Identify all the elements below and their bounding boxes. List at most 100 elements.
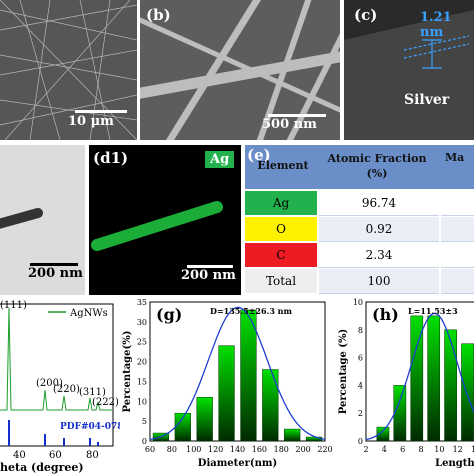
nanowire-mesh <box>0 0 137 140</box>
panel-label: (b) <box>146 6 171 24</box>
x-tick-label: 140 <box>230 445 245 454</box>
histogram-bar <box>461 343 474 442</box>
xtick-60: 60 <box>49 450 62 461</box>
y-tick-label: 35 <box>137 298 147 307</box>
x-tick-label: 100 <box>186 445 201 454</box>
y-tick-label: 0 <box>358 437 363 446</box>
histogram-bar <box>376 426 390 442</box>
histogram-bar <box>262 369 279 442</box>
x-tick-label: 200 <box>295 445 310 454</box>
panel-d1-eds-map: (d1) Ag 200 nm <box>89 145 241 295</box>
y-tick-label: 15 <box>137 377 147 386</box>
table-row-value-cell: 100 <box>319 269 439 294</box>
table-row-value-cell: 96.74 <box>319 191 439 216</box>
header-element: Element <box>257 159 309 172</box>
y-tick-label: 5 <box>142 417 147 426</box>
y-tick-label: 10 <box>353 298 363 307</box>
lattice-spacing: 1.21 nm <box>420 10 452 40</box>
panel-e-composition-table: (e) Element Atomic Fraction (%) Ma Ag 96.… <box>245 145 474 295</box>
table-row-extra-cell <box>441 217 474 242</box>
y-axis-label: Percentage (%) <box>338 329 349 415</box>
y-tick-label: 20 <box>137 358 147 367</box>
scale-label: 10 μm <box>68 114 114 129</box>
panel-label: (c) <box>354 6 378 24</box>
reference-label: PDF#04-0783 <box>60 422 120 432</box>
histogram-bar <box>284 428 301 442</box>
x-tick-label: 4 <box>382 445 387 454</box>
histogram-bar <box>240 309 257 442</box>
y-tick-label: 30 <box>137 318 147 327</box>
table-row-extra-cell <box>441 269 474 294</box>
legend-label: AgNWs <box>69 308 108 319</box>
panel-b-sem-image: (b) 500 nm <box>140 0 340 140</box>
scale-bar <box>268 114 326 117</box>
x-tick-label: 80 <box>167 445 177 454</box>
x-tick-label: 120 <box>208 445 223 454</box>
table-row-value-cell: 2.34 <box>319 243 439 268</box>
table-row-element-cell: Ag <box>245 191 317 215</box>
x-tick-label: 6 <box>400 445 405 454</box>
annotation: L=11.53±3 <box>408 306 458 316</box>
x-axis-label: heta (degree) <box>0 461 84 474</box>
scale-label: 500 nm <box>262 117 317 132</box>
material-label: Silver <box>404 92 450 108</box>
y-tick-label: 10 <box>137 397 147 406</box>
panel-a-sem-image: 10 μm <box>0 0 137 140</box>
panel-g-diameter-histogram: 60 80 100 120 140 160 180 200 220 0 5 10 15 20 25 30 35 (… <box>120 298 334 474</box>
lattice-image <box>344 10 474 140</box>
scale-bar <box>187 265 233 268</box>
scale-label: 200 nm <box>28 266 83 281</box>
scale-bar <box>75 110 127 113</box>
xrd-series-line <box>0 307 112 411</box>
y-tick-label: 6 <box>358 354 363 363</box>
y-axis-label: Percentage(%) <box>122 330 133 412</box>
x-axis-label: Diameter(nm) <box>198 458 277 469</box>
reference-peaks <box>8 420 99 446</box>
histogram-bar <box>444 329 457 442</box>
header-atomic-fraction: Atomic Fraction (%) <box>327 152 427 180</box>
table-row-extra-cell <box>441 191 474 216</box>
y-tick-label: 2 <box>358 409 363 418</box>
y-tick-label: 4 <box>358 381 363 390</box>
table-header <box>245 145 474 189</box>
x-tick-label: 8 <box>418 445 423 454</box>
header-mass: Ma <box>445 151 465 164</box>
y-tick-label: 8 <box>358 326 363 335</box>
x-tick-label: 220 <box>317 445 332 454</box>
x-tick-label: 10 <box>434 445 444 454</box>
table-row-element-cell: C <box>245 243 317 267</box>
xtick-80: 80 <box>86 450 99 461</box>
scale-label: 200 nm <box>181 268 236 283</box>
peak-111: (111) <box>0 300 27 311</box>
panel-label: (g) <box>156 305 182 324</box>
single-nanowire <box>0 208 43 229</box>
fit-curve <box>365 312 474 441</box>
table-row-element-cell: O <box>245 217 317 241</box>
panel-d-tem-image: 200 nm <box>0 145 85 295</box>
histogram-bar <box>410 315 424 442</box>
peak-222: (222) <box>92 397 119 408</box>
table-row-element-cell: Total <box>245 269 317 293</box>
x-tick-label: 60 <box>145 445 155 454</box>
y-tick-label: 25 <box>137 338 147 347</box>
peak-220: (220) <box>53 384 80 395</box>
histogram-bar <box>427 315 441 442</box>
panel-f-xrd: (111) (200) (220) (311) (222) AgNWs PDF#… <box>0 298 120 474</box>
annotation: D=135.5±26.3 nm <box>210 306 292 316</box>
scale-bar <box>30 263 78 266</box>
histogram-bar <box>393 385 407 442</box>
x-tick-label: 12 <box>453 445 463 454</box>
panel-label: (e) <box>247 146 271 164</box>
table-row-value-cell: 0.92 <box>319 217 439 242</box>
panel-c-tem-image: (c) 1.21 nm Silver <box>344 0 474 140</box>
peak-311: (311) <box>79 387 106 398</box>
x-tick-label: 160 <box>252 445 267 454</box>
xtick-40: 40 <box>13 450 26 461</box>
y-tick-label: 0 <box>142 437 147 446</box>
x-axis-label: Length ( <box>435 458 474 469</box>
nanowire-closeup <box>140 0 340 140</box>
table-row-extra-cell <box>441 243 474 268</box>
x-tick-label: 180 <box>274 445 289 454</box>
